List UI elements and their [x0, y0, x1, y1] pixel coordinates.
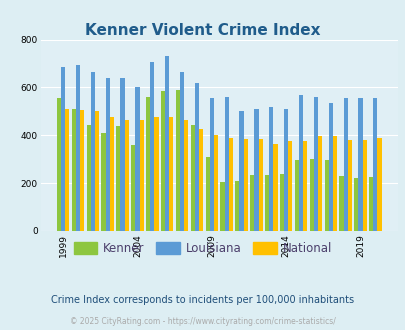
Bar	[328, 103, 332, 231]
Bar	[354, 178, 358, 231]
Bar	[377, 138, 381, 231]
Bar	[258, 139, 262, 231]
Bar	[269, 107, 273, 231]
Bar	[362, 140, 366, 231]
Bar	[294, 160, 298, 231]
Bar	[288, 141, 292, 231]
Bar	[150, 62, 154, 231]
Bar	[228, 138, 232, 231]
Bar	[179, 72, 184, 231]
Bar	[120, 78, 124, 231]
Bar	[254, 109, 258, 231]
Bar	[91, 72, 95, 231]
Bar	[57, 98, 61, 231]
Bar	[86, 124, 91, 231]
Bar	[154, 117, 158, 231]
Bar	[175, 90, 179, 231]
Text: Kenner Violent Crime Index: Kenner Violent Crime Index	[85, 23, 320, 38]
Bar	[313, 97, 317, 231]
Bar	[298, 95, 303, 231]
Bar	[339, 176, 343, 231]
Bar	[165, 56, 169, 231]
Bar	[184, 120, 188, 231]
Legend: Kenner, Louisiana, National: Kenner, Louisiana, National	[69, 237, 336, 260]
Bar	[146, 97, 150, 231]
Bar	[324, 160, 328, 231]
Bar	[160, 91, 165, 231]
Bar	[358, 98, 362, 231]
Bar	[198, 129, 202, 231]
Bar	[284, 109, 288, 231]
Bar	[368, 177, 372, 231]
Bar	[190, 124, 194, 231]
Bar	[109, 117, 114, 231]
Bar	[273, 144, 277, 231]
Bar	[343, 98, 347, 231]
Bar	[309, 159, 313, 231]
Bar	[116, 126, 120, 231]
Bar	[135, 87, 139, 231]
Bar	[80, 110, 84, 231]
Bar	[235, 181, 239, 231]
Bar	[317, 137, 321, 231]
Bar	[169, 117, 173, 231]
Bar	[332, 137, 336, 231]
Bar	[264, 175, 269, 231]
Bar	[76, 65, 80, 231]
Bar	[124, 120, 128, 231]
Bar	[194, 83, 198, 231]
Bar	[372, 98, 377, 231]
Bar	[347, 140, 351, 231]
Text: Crime Index corresponds to incidents per 100,000 inhabitants: Crime Index corresponds to incidents per…	[51, 295, 354, 305]
Bar	[95, 112, 99, 231]
Bar	[209, 98, 213, 231]
Bar	[213, 135, 217, 231]
Bar	[61, 67, 65, 231]
Bar	[239, 112, 243, 231]
Bar	[205, 157, 209, 231]
Bar	[303, 141, 307, 231]
Bar	[139, 120, 143, 231]
Bar	[279, 174, 283, 231]
Bar	[72, 109, 76, 231]
Bar	[243, 139, 247, 231]
Text: © 2025 CityRating.com - https://www.cityrating.com/crime-statistics/: © 2025 CityRating.com - https://www.city…	[70, 317, 335, 326]
Bar	[220, 182, 224, 231]
Bar	[101, 133, 105, 231]
Bar	[131, 145, 135, 231]
Bar	[65, 109, 69, 231]
Bar	[224, 97, 228, 231]
Bar	[105, 78, 109, 231]
Bar	[249, 175, 254, 231]
